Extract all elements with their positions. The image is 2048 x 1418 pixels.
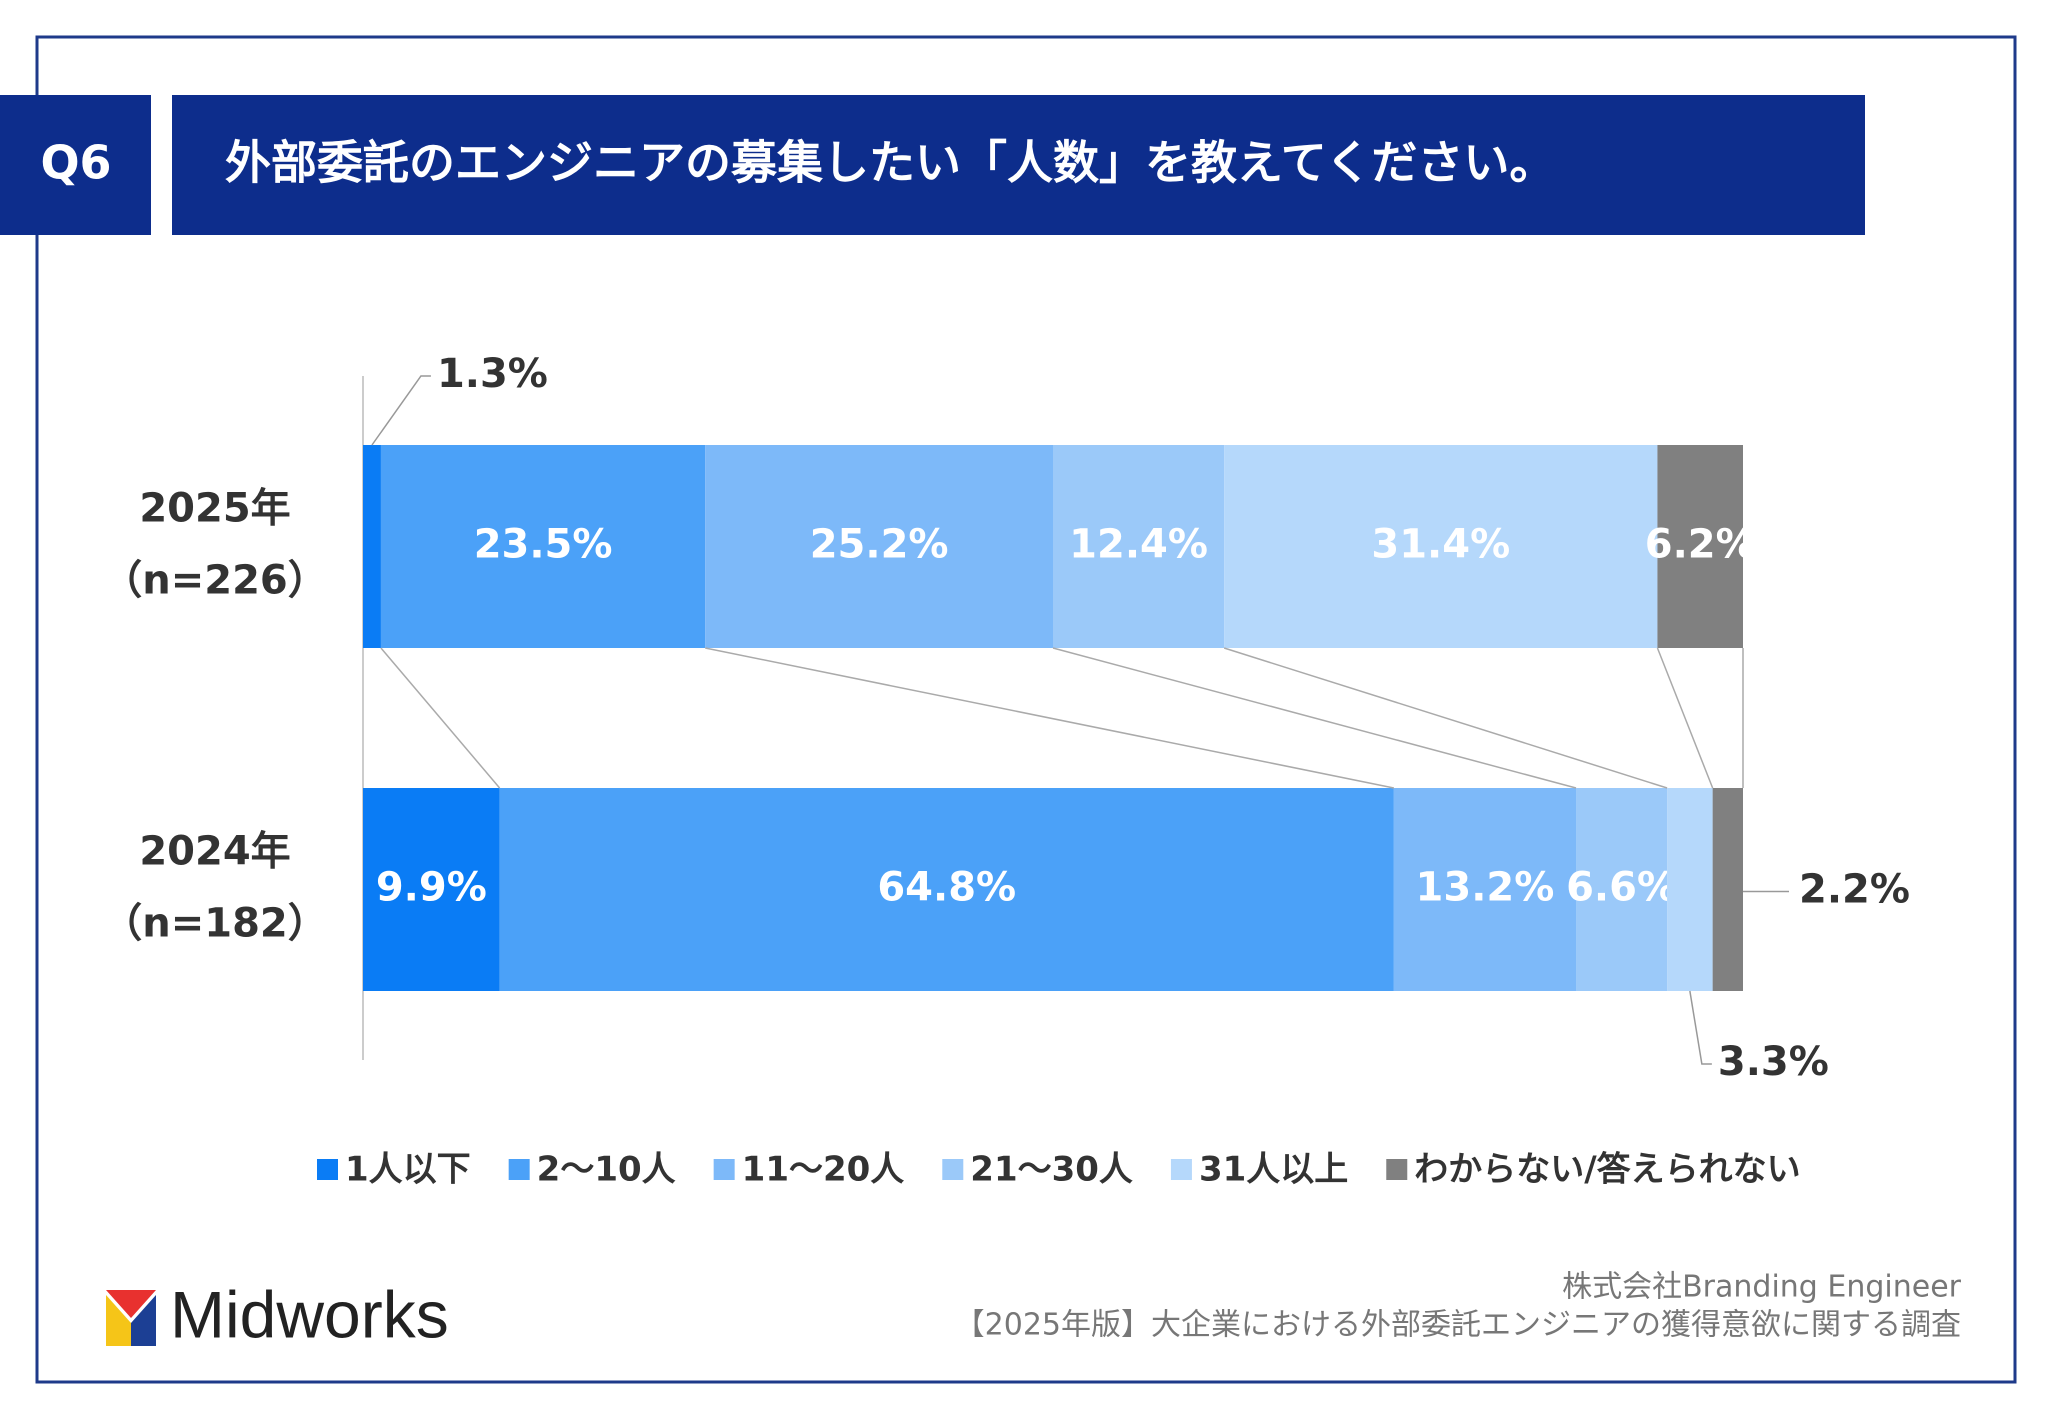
legend-swatch [1386,1159,1408,1180]
value-label: 12.4% [1069,522,1208,568]
legend-swatch [713,1159,735,1180]
bar-segment [1667,788,1713,991]
value-label: 64.8% [877,865,1016,911]
frame [35,35,2017,1384]
value-label: 13.2% [1416,865,1555,911]
source-line: 株式会社Branding Engineer [1562,1270,1962,1305]
badge: Q6 [40,136,111,190]
value-label: 25.2% [810,522,949,568]
legend-swatch [508,1159,530,1180]
legend-label: 31人以上 [1199,1150,1348,1190]
bar-segment [363,788,500,991]
category-note: （n=182） [102,901,328,947]
bar-segment [380,445,706,648]
bar-segment [1224,445,1658,648]
value-label: 23.5% [474,522,613,568]
bar-segment [499,788,1394,991]
connector-line [705,647,1395,789]
legend-label: わからない/答えられない [1414,1150,1800,1190]
leader-line [371,375,431,446]
value-label: 3.3% [1718,1039,1829,1085]
bar-segment [1576,788,1668,991]
bar-segment [705,445,1053,648]
value-label: 1.3% [437,351,548,397]
legend-label: 21〜30人 [970,1150,1133,1190]
legend-swatch [1170,1159,1192,1180]
title: 外部委託のエンジニアの募集したい「人数」を教えてください。 [225,136,1555,190]
bar-segment [1053,445,1225,648]
legend-label: 11〜20人 [742,1150,905,1190]
value-label: 2.2% [1799,867,1910,913]
bar-segment [1657,445,1743,648]
legend-label: 1人以下 [345,1150,471,1190]
legend-swatch [317,1159,338,1180]
value-label: 9.9% [376,865,487,911]
title-bar [172,95,1865,235]
connector-line [380,647,501,789]
connector-line [1223,647,1668,789]
bar-segment [363,445,381,648]
value-label: 31.4% [1371,522,1510,568]
connector-line [1052,647,1577,789]
bar-segment [1712,788,1743,991]
source-line: 【2025年版】大企業における外部委託エンジニアの獲得意欲に関する調査 [955,1308,1961,1343]
category-note: （n=226） [102,558,328,604]
legend-label: 2〜10人 [537,1150,676,1190]
badge-box [0,95,151,235]
category-label: 2024年 [139,829,290,875]
connector-line [1656,647,1714,789]
bar-segment [1393,788,1577,991]
value-label: 6.2% [1645,522,1756,568]
value-label: 6.6% [1566,865,1677,911]
logo: Midworks [170,1277,449,1351]
leader-line [1689,990,1712,1065]
logo-icon [106,1290,156,1346]
category-label: 2025年 [139,486,290,532]
legend-swatch [942,1159,964,1180]
